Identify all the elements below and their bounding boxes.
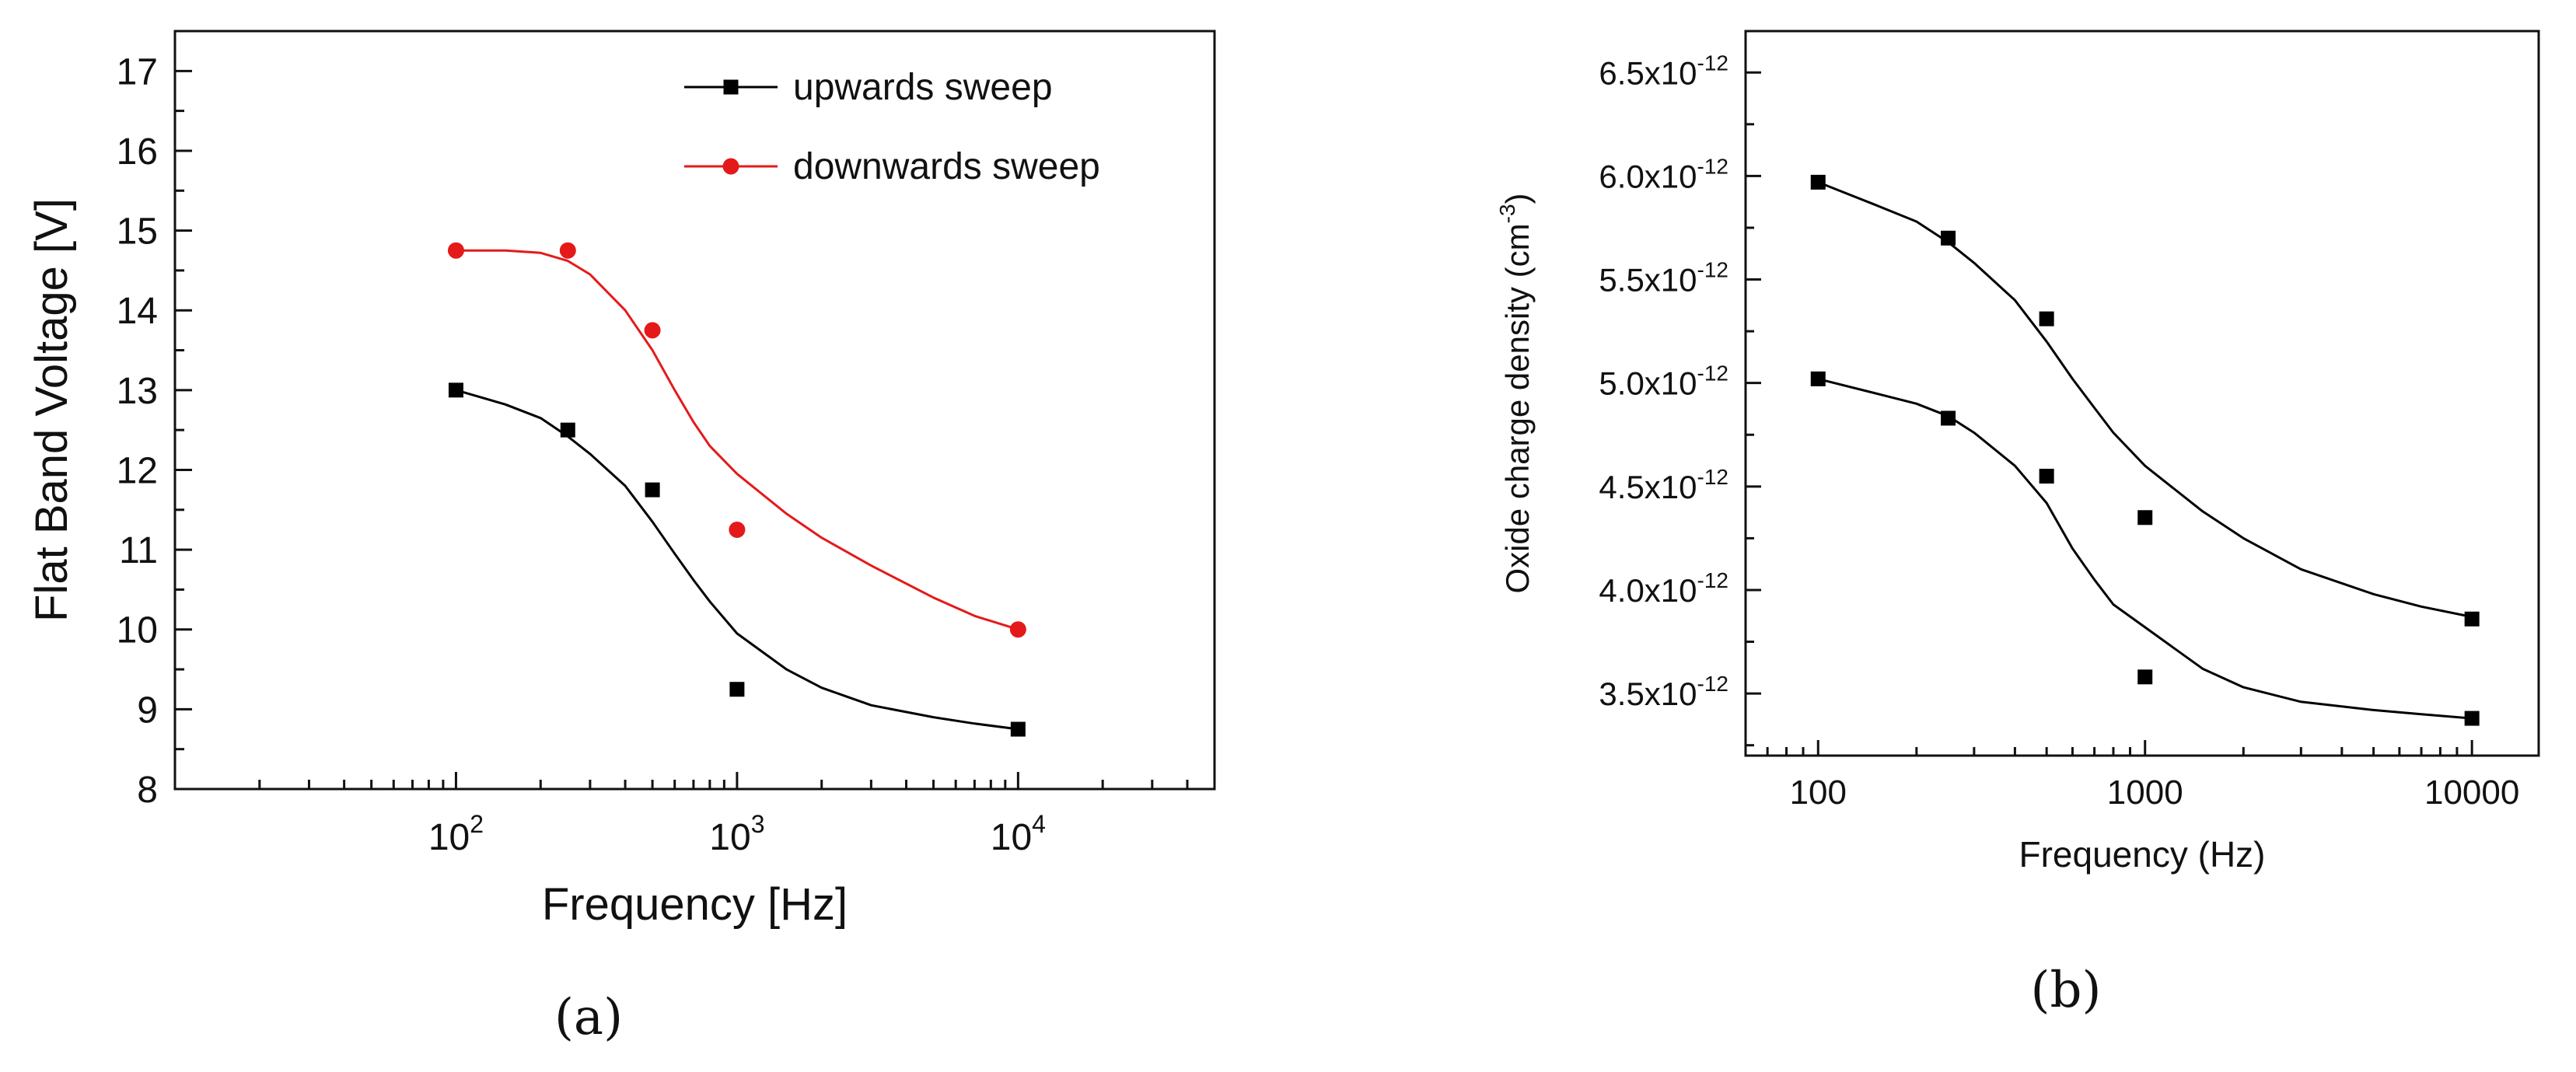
panel-b-y-tick-label: 5.0x10-12 bbox=[1599, 361, 1728, 402]
panel-a-x-tick-base: 10 bbox=[991, 817, 1032, 858]
panel-b-y-tick-mantissa: 6.5x10 bbox=[1599, 54, 1697, 91]
panel-a-x-tick-exponent: 3 bbox=[751, 810, 765, 838]
panel-b-series-layer bbox=[1810, 174, 2480, 726]
panel-a-y-tick-label: 9 bbox=[137, 690, 158, 731]
caption-a: (a) bbox=[554, 989, 623, 1046]
panel-b-plot-frame bbox=[1744, 30, 2540, 757]
panel-a-x-tick-label: 104 bbox=[991, 810, 1046, 858]
panel-a-series-1-point-3 bbox=[729, 521, 746, 538]
panel-a-series-1-point-1 bbox=[559, 242, 576, 259]
panel-a-y-tick-label: 16 bbox=[117, 131, 158, 173]
panel-a-y-tick-label: 14 bbox=[117, 291, 158, 332]
panel-b-x-tick-label: 10000 bbox=[2424, 773, 2519, 812]
panel-a-x-tick-exponent: 4 bbox=[1032, 810, 1046, 838]
panel-a-series-0-point-0 bbox=[448, 382, 463, 398]
panel-b-y-tick-label: 4.0x10-12 bbox=[1599, 568, 1728, 609]
panel-b-y-axis-title-end: ) bbox=[1499, 193, 1536, 204]
panel-b-y-tick-exponent: -12 bbox=[1697, 568, 1728, 592]
panel-b-y-tick-exponent: -12 bbox=[1697, 51, 1728, 75]
panel-a-series-1-point-0 bbox=[447, 242, 464, 259]
panel-b-fit-line-0 bbox=[1817, 181, 2473, 619]
panel-a-y-tick-label: 8 bbox=[137, 770, 158, 811]
panel-b-series-1-point-1 bbox=[1941, 410, 1956, 426]
panel-a-series-1-point-2 bbox=[644, 322, 661, 339]
panel-a-x-tick-base: 10 bbox=[428, 817, 470, 858]
panel-b-series-1-point-2 bbox=[2039, 469, 2054, 484]
panel-a-y-tick-label: 15 bbox=[117, 211, 158, 253]
panel-a-x-tick-base: 10 bbox=[709, 817, 750, 858]
caption-b: (b) bbox=[2031, 962, 2102, 1019]
panel-b-series-0-point-1 bbox=[1941, 230, 1956, 246]
panel-b-y-tick-exponent: -12 bbox=[1697, 672, 1728, 696]
panel-a-series-0-point-1 bbox=[560, 422, 575, 438]
panel-b-y-tick-mantissa: 4.0x10 bbox=[1599, 572, 1697, 609]
panel-b-y-tick-mantissa: 3.5x10 bbox=[1599, 676, 1697, 712]
panel-a-y-tick-label: 12 bbox=[117, 450, 158, 491]
panel-b-series-1-point-0 bbox=[1810, 371, 1826, 386]
panel-b-series-0-point-4 bbox=[2464, 611, 2480, 627]
panel-a-series-1-point-4 bbox=[1009, 621, 1026, 638]
panel-a-legend-marker-1 bbox=[722, 158, 739, 175]
panel-a-y-tick-label: 11 bbox=[119, 530, 158, 571]
panel-a-y-tick-label: 10 bbox=[117, 610, 158, 651]
panel-b-y-tick-exponent: -12 bbox=[1697, 154, 1728, 178]
panel-a-fit-line-1 bbox=[456, 249, 1019, 631]
panel-b-x-axis-title: Frequency (Hz) bbox=[2019, 834, 2266, 875]
panel-a-fit-line-0 bbox=[456, 389, 1019, 731]
panel-b-x-tick-label: 1000 bbox=[2107, 773, 2183, 812]
panel-b-y-tick-label: 4.5x10-12 bbox=[1599, 465, 1728, 505]
panel-b-y-tick-mantissa: 5.5x10 bbox=[1599, 262, 1697, 299]
panel-b-series-0-point-2 bbox=[2039, 311, 2054, 326]
panel-b-fit-line-1 bbox=[1817, 377, 2473, 720]
panel-b-y-tick-mantissa: 4.5x10 bbox=[1599, 469, 1697, 505]
panel-b-chart: 3.5x10-124.0x10-124.5x10-125.0x10-125.5x… bbox=[1495, 30, 2540, 875]
panel-b-y-tick-mantissa: 6.0x10 bbox=[1599, 158, 1697, 194]
panel-a-x-tick-label: 102 bbox=[428, 810, 484, 858]
panel-b-y-tick-exponent: -12 bbox=[1697, 465, 1728, 489]
panel-b-y-axis-title-sup: -3 bbox=[1495, 204, 1519, 223]
panel-b-y-tick-exponent: -12 bbox=[1697, 258, 1728, 282]
panel-b-y-axis-title-main: Oxide charge density (cm bbox=[1499, 223, 1536, 593]
panel-a-series-0-point-3 bbox=[729, 682, 745, 697]
panel-a-series-0-point-4 bbox=[1010, 721, 1026, 737]
panel-a-series-layer bbox=[447, 242, 1026, 737]
panel-a-x-axis-title: Frequency [Hz] bbox=[542, 879, 848, 930]
panel-b-y-tick-label: 5.5x10-12 bbox=[1599, 258, 1728, 299]
panel-b-y-tick-label: 6.0x10-12 bbox=[1599, 154, 1728, 194]
panel-a-legend-label-0: upwards sweep bbox=[793, 67, 1053, 108]
panel-b-series-0-point-0 bbox=[1810, 174, 1826, 190]
panel-b-y-tick-label: 6.5x10-12 bbox=[1599, 51, 1728, 91]
panel-b-x-tick-label: 100 bbox=[1790, 773, 1847, 812]
panel-a-legend-marker-0 bbox=[723, 79, 739, 95]
panel-b-series-1-point-3 bbox=[2137, 669, 2153, 685]
panel-a-plot-frame bbox=[173, 30, 1216, 791]
panel-b-y-tick-label: 3.5x10-12 bbox=[1599, 672, 1728, 712]
panel-a-x-tick-label: 103 bbox=[709, 810, 764, 858]
panel-b-axis-ticks: 3.5x10-124.0x10-124.5x10-125.0x10-125.5x… bbox=[1599, 51, 2519, 812]
panel-b-y-tick-mantissa: 5.0x10 bbox=[1599, 365, 1697, 402]
panel-a-legend: upwards sweep downwards sweep bbox=[684, 67, 1100, 187]
panel-b-series-0-point-3 bbox=[2137, 510, 2153, 526]
panel-a-y-tick-label: 13 bbox=[117, 371, 158, 412]
panel-b-y-axis-title: Oxide charge density (cm-3) bbox=[1495, 193, 1536, 593]
panel-a-series-0-point-2 bbox=[645, 482, 660, 498]
panel-a-y-axis-title: Flat Band Voltage [V] bbox=[26, 198, 77, 622]
panel-b-series-1-point-4 bbox=[2464, 711, 2480, 726]
panel-a-y-tick-label: 17 bbox=[117, 51, 158, 93]
panel-a-legend-label-1: downwards sweep bbox=[793, 146, 1100, 187]
panel-b-y-tick-exponent: -12 bbox=[1697, 361, 1728, 386]
panel-a-x-tick-exponent: 2 bbox=[470, 810, 484, 838]
